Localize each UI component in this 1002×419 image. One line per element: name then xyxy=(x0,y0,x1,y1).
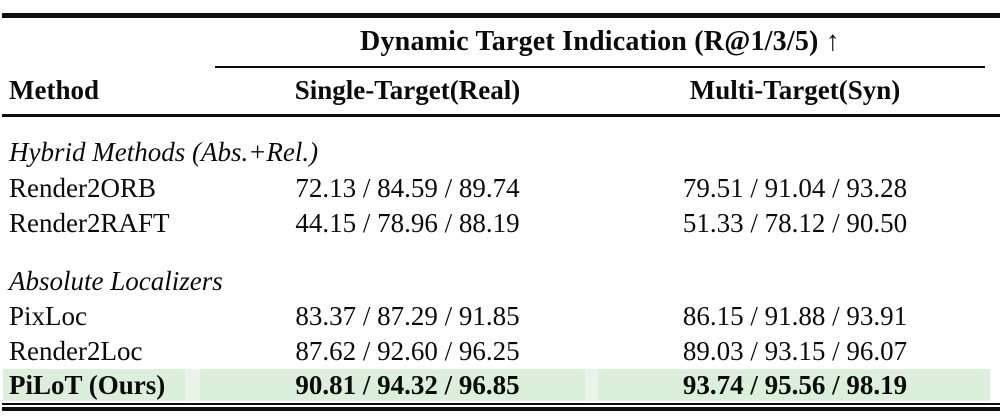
table-title-row: Dynamic Target Indication (R@1/3/5) ↑ xyxy=(215,18,985,66)
top-rule xyxy=(2,13,1000,18)
single-target-cell: 44.15 / 78.96 / 88.19 xyxy=(295,207,520,238)
bottom-rule-thin xyxy=(2,403,1000,405)
col-header-multi-target: Multi-Target(Syn) xyxy=(689,75,901,105)
header-bottom-rule xyxy=(2,113,1000,117)
col-header-method: Method xyxy=(9,75,99,105)
method-cell: PixLoc xyxy=(9,300,87,331)
method-cell: Render2ORB xyxy=(9,172,156,203)
multi-target-cell: 51.33 / 78.12 / 90.50 xyxy=(682,207,908,238)
header-row: Method Single-Target(Real) Multi-Target(… xyxy=(3,68,990,114)
section-header-absolute-localizers: Absolute Localizers xyxy=(0,241,1002,299)
section-header-hybrid-methods: Hybrid Methods (Abs.+Rel.) xyxy=(0,117,1002,171)
single-target-cell: 72.13 / 84.59 / 89.74 xyxy=(295,172,520,203)
section-label: Absolute Localizers xyxy=(9,265,223,296)
multi-target-cell: 93.74 / 95.56 / 98.19 xyxy=(682,369,908,400)
method-cell: PiLoT (Ours) xyxy=(9,369,166,400)
multi-target-cell: 86.15 / 91.88 / 93.91 xyxy=(682,300,908,331)
table-row: Render2RAFT 44.15 / 78.96 / 88.19 51.33 … xyxy=(3,206,990,241)
table-row-highlighted-ours: PiLoT (Ours) 90.81 / 94.32 / 96.85 93.74… xyxy=(3,368,990,401)
col-header-single-target: Single-Target(Real) xyxy=(294,75,521,105)
method-cell: Render2RAFT xyxy=(9,207,170,238)
multi-target-cell: 79.51 / 91.04 / 93.28 xyxy=(682,172,908,203)
bottom-rule-thick xyxy=(2,406,1000,411)
table-title: Dynamic Target Indication (R@1/3/5) ↑ xyxy=(360,25,840,57)
header-group-rule xyxy=(215,65,985,68)
method-cell: Render2Loc xyxy=(9,335,143,366)
table-row: Render2Loc 87.62 / 92.60 / 96.25 89.03 /… xyxy=(3,334,990,369)
section-label: Hybrid Methods (Abs.+Rel.) xyxy=(9,136,319,167)
single-target-cell: 87.62 / 92.60 / 96.25 xyxy=(295,335,520,366)
single-target-cell: 83.37 / 87.29 / 91.85 xyxy=(295,300,520,331)
single-target-cell: 90.81 / 94.32 / 96.85 xyxy=(295,369,520,400)
table-row: PixLoc 83.37 / 87.29 / 91.85 86.15 / 91.… xyxy=(3,299,990,334)
multi-target-cell: 89.03 / 93.15 / 96.07 xyxy=(682,335,908,366)
table-row: Render2ORB 72.13 / 84.59 / 89.74 79.51 /… xyxy=(3,171,990,206)
